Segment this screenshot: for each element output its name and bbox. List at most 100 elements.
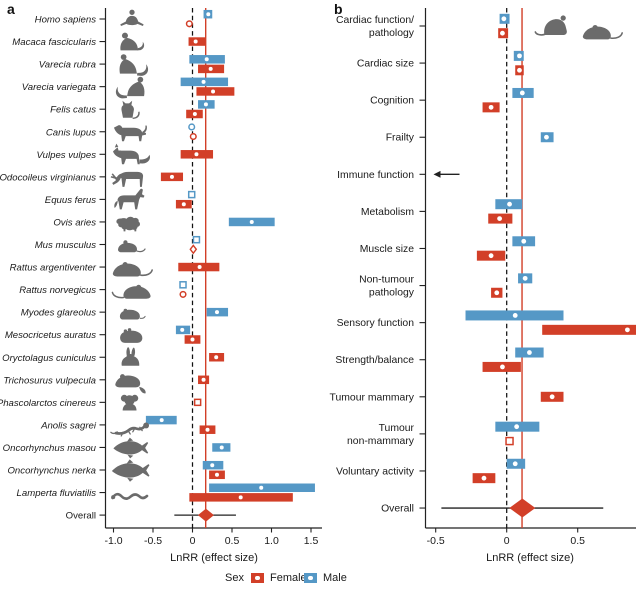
row-label: Equus ferus	[45, 195, 96, 206]
mean-dot	[214, 310, 219, 315]
row-label: Oncorhynchus nerka	[7, 466, 96, 477]
row-label: Tumour mammary	[330, 392, 415, 403]
mean-dot	[181, 202, 186, 207]
mean-dot	[494, 290, 500, 296]
mean-dot	[497, 216, 502, 222]
offscale-arrowhead	[433, 170, 441, 178]
mean-dot	[514, 424, 520, 430]
mean-dot	[193, 39, 198, 44]
row-label: Sensory function	[337, 318, 415, 329]
row-label: Muscle size	[360, 244, 414, 255]
mean-dot	[206, 12, 211, 17]
lemur2-icon	[115, 76, 145, 99]
mean-dot	[203, 102, 208, 107]
mean-dot	[197, 265, 202, 270]
macaque-icon	[120, 32, 145, 51]
row-label: Lamperta fluviatilis	[17, 488, 97, 499]
row-label: Rattus argentiventer	[10, 263, 97, 274]
mean-dot	[194, 152, 199, 157]
legend-title: Sex	[225, 572, 244, 584]
row-label: Varecia variegata	[22, 82, 96, 93]
mean-dot	[507, 201, 512, 207]
dog-icon	[113, 125, 147, 142]
row-label: Strength/balance	[335, 355, 414, 366]
mean-dot	[201, 79, 206, 84]
female-estimate-circle	[179, 290, 187, 298]
female-estimate-diamond	[189, 244, 198, 255]
mouse-sit-icon	[534, 15, 567, 36]
rat-icon	[112, 262, 153, 277]
mean-dot	[205, 427, 210, 432]
row-label: Cognition	[370, 96, 414, 107]
female-estimate-square	[505, 436, 514, 446]
female-ci-box	[542, 324, 637, 335]
deer-icon	[110, 171, 144, 187]
row-label: Rattus norvegicus	[19, 285, 96, 296]
rat2-icon	[111, 284, 151, 299]
lamprey-icon	[111, 492, 149, 500]
x-tick-label: 0.5	[225, 535, 240, 547]
row-label: Canis lupus	[46, 127, 96, 138]
mean-dot	[519, 90, 525, 96]
mean-dot-icon	[255, 575, 260, 581]
mean-dot	[522, 275, 528, 281]
mean-dot	[214, 472, 219, 477]
mean-dot	[549, 394, 555, 400]
lemur-icon	[119, 54, 149, 76]
mean-dot	[238, 495, 243, 500]
row-label: Oncorhynchus masou	[3, 443, 97, 454]
possum-icon	[115, 374, 146, 394]
marks	[145, 9, 315, 522]
x-tick-label: 1.0	[264, 535, 279, 547]
mean-dot	[527, 350, 532, 355]
female-estimate-circle	[185, 20, 193, 28]
panel-label-b: b	[334, 1, 343, 17]
row-label: Immune function	[337, 170, 414, 181]
mean-dot	[201, 377, 206, 382]
row-label: Macaca fascicularis	[12, 37, 96, 48]
row-label: Frailty	[386, 133, 415, 144]
mean-dot	[501, 16, 507, 22]
panel-label-a: a	[7, 1, 15, 17]
mean-dot	[219, 445, 224, 450]
mean-dot	[544, 134, 549, 140]
hamster-icon	[120, 328, 143, 343]
mean-dot	[481, 475, 487, 481]
male-estimate-square	[179, 281, 187, 289]
row-label: Trichosurus vulpecula	[3, 375, 96, 386]
x-tick-label: 0.5	[570, 535, 585, 547]
row-label: Odocoileus virginianus	[0, 172, 96, 183]
row-label: Non-tumour pathology	[359, 275, 415, 299]
row-label: Oryctolagus cuniculus	[2, 353, 96, 364]
male-swatch-icon	[304, 573, 317, 583]
female-ci-box	[196, 87, 235, 96]
salmon2-icon	[111, 459, 150, 482]
fox-icon	[113, 143, 151, 165]
panel-b: -0.5 0 0.5 Cardiac function/pathology Cardia…	[330, 8, 637, 547]
x-tick-label: 0	[190, 535, 196, 547]
mean-dot-icon	[308, 575, 313, 581]
row-label: Mus musculus	[35, 240, 97, 251]
lizard-icon	[110, 422, 150, 437]
overall-label: Overall	[381, 504, 414, 515]
row-label: Voluntary activity	[336, 466, 415, 477]
row-label: Tumour non-mammary	[347, 423, 415, 447]
overall-diamond	[197, 508, 214, 522]
mean-dot	[210, 463, 215, 468]
row-label: Phascolarctos cinereus	[0, 398, 96, 409]
rabbit-icon	[121, 347, 140, 366]
marks	[441, 13, 637, 518]
mean-dot	[500, 364, 505, 370]
x-tick-label: -0.5	[427, 535, 445, 547]
row-label: Cardiac size	[357, 59, 414, 70]
koala-icon	[120, 394, 139, 411]
x-tick-label: -0.5	[144, 535, 162, 547]
mean-dot	[517, 67, 522, 73]
row-label: Vulpes vulpes	[36, 150, 96, 161]
cat-icon	[121, 100, 140, 119]
mean-dot	[500, 30, 505, 36]
mean-dot	[211, 89, 216, 94]
male-estimate-circle	[188, 123, 196, 131]
sheep-icon	[116, 216, 140, 232]
